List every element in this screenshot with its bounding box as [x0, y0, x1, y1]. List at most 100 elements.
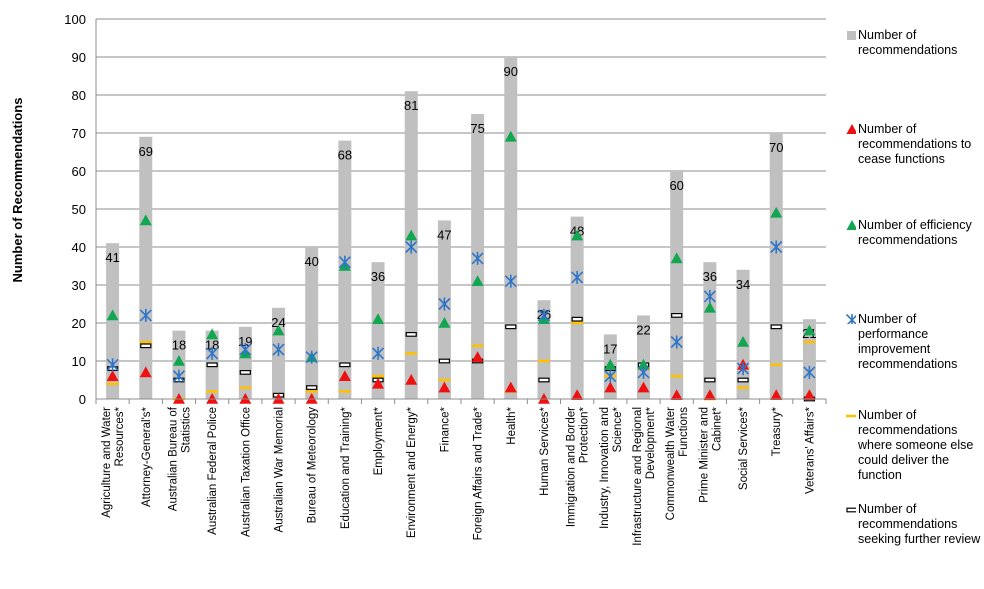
swatch-dash — [846, 414, 856, 418]
marker-asterisk — [239, 343, 252, 357]
bar — [106, 243, 120, 399]
y-tick-label: 10 — [72, 354, 86, 369]
marker-box — [538, 377, 550, 383]
y-tick-label: 60 — [72, 164, 86, 179]
x-tick-label: Human Services* — [539, 406, 551, 495]
marker-dash — [803, 340, 816, 344]
marker-asterisk — [703, 289, 716, 303]
y-tick-label: 30 — [72, 278, 86, 293]
marker-triangle — [272, 393, 285, 404]
y-tick-label: 0 — [79, 392, 86, 407]
bar — [504, 57, 518, 399]
marker-asterisk — [637, 365, 650, 379]
marker-dash — [139, 340, 152, 344]
swatch-triangle — [846, 124, 856, 134]
data-label: 41 — [105, 250, 119, 265]
data-label: 70 — [769, 140, 783, 155]
marker-box — [206, 362, 218, 368]
marker-asterisk — [139, 308, 152, 322]
data-label: 47 — [437, 227, 451, 242]
data-label: 68 — [338, 148, 352, 163]
swatch-bar — [847, 31, 856, 40]
swatch-box — [846, 507, 856, 513]
marker-asterisk — [338, 255, 351, 269]
marker-triangle — [803, 389, 816, 400]
marker-triangle — [206, 328, 219, 340]
marker-dash — [338, 390, 351, 393]
legend-label: Number of recommendations — [858, 28, 958, 57]
marker-triangle — [438, 317, 451, 328]
marker-asterisk — [604, 369, 617, 383]
bar — [238, 326, 252, 399]
marker-triangle — [803, 324, 816, 336]
marker-asterisk — [206, 346, 219, 360]
legend-swatch-asterisk — [846, 314, 856, 324]
bar — [139, 136, 153, 400]
marker-triangle — [106, 309, 119, 321]
marker-asterisk — [537, 308, 551, 322]
legend-swatch-box — [846, 507, 856, 513]
marker-triangle — [338, 370, 351, 381]
x-axis: Agriculture and WaterResources* Attorney-… — [95, 398, 827, 546]
x-tick-label: Treasury* — [771, 406, 783, 456]
data-label: 24 — [271, 315, 285, 330]
swatch-triangle — [846, 220, 856, 230]
marker-box — [737, 377, 749, 383]
x-tick-label: Australian Federal Police — [207, 407, 219, 535]
legend-swatch-triangle — [846, 220, 856, 230]
y-axis-title: Number of Recommendations — [10, 98, 25, 283]
data-label: 81 — [404, 98, 418, 113]
data-label: 22 — [636, 322, 650, 337]
marker-triangle — [703, 301, 716, 313]
marker-triangle — [206, 393, 219, 404]
legend-label: Number of recommendations to cease funct… — [858, 122, 972, 166]
marker-dash — [770, 363, 783, 367]
marker-box — [571, 316, 583, 322]
marker-triangle — [272, 324, 285, 336]
marker-triangle — [504, 381, 517, 393]
y-tick-label: 70 — [72, 126, 86, 141]
marker-asterisk — [172, 369, 186, 383]
x-tick-label: Prime Minister andCabinet* — [698, 406, 723, 502]
marker-asterisk — [571, 270, 584, 284]
x-tick-label: Health* — [506, 406, 518, 444]
bar — [305, 247, 319, 399]
marker-dash — [305, 390, 318, 393]
data-label: 60 — [669, 178, 683, 193]
marker-triangle — [172, 393, 185, 404]
marker-triangle — [405, 374, 418, 385]
marker-asterisk — [670, 335, 683, 349]
x-tick-label: Foreign Affairs and Trade* — [473, 406, 485, 540]
data-label: 40 — [304, 254, 318, 269]
marker-dash — [438, 378, 451, 382]
x-tick-label: Industry, Innovation andScience* — [599, 406, 624, 528]
x-tick-label: Veterans' Affairs* — [804, 406, 816, 494]
x-tick-label: Finance* — [439, 406, 451, 452]
bar — [703, 262, 717, 399]
marker-dash — [372, 374, 385, 378]
marker-asterisk — [272, 343, 285, 357]
legend-label: Number of efficiency recommendations — [858, 218, 972, 247]
marker-asterisk — [405, 240, 418, 254]
x-tick-label: Employment* — [373, 406, 385, 475]
marker-box — [306, 385, 318, 390]
marker-box — [405, 332, 417, 337]
legend-swatch-dash — [846, 414, 856, 418]
x-tick-label: Infrastructure and RegionalDevelopment* — [632, 406, 657, 545]
x-tick-label: Attorney-General's* — [141, 406, 153, 507]
marker-triangle — [239, 393, 252, 404]
marker-triangle — [737, 336, 750, 347]
marker-triangle — [139, 366, 152, 378]
data-label: 17 — [603, 341, 617, 356]
marker-box — [438, 358, 451, 364]
marker-box — [339, 362, 351, 368]
marker-triangle — [770, 206, 783, 218]
y-tick-label: 40 — [72, 240, 86, 255]
marker-asterisk — [438, 297, 451, 311]
x-tick-label: Commonwealth WaterFunctions — [665, 407, 690, 521]
marker-triangle — [405, 229, 418, 241]
bar — [537, 300, 551, 399]
x-tick-label: Agriculture and WaterResources* — [101, 406, 126, 517]
data-label: 75 — [470, 121, 484, 136]
marker-triangle — [438, 381, 451, 393]
